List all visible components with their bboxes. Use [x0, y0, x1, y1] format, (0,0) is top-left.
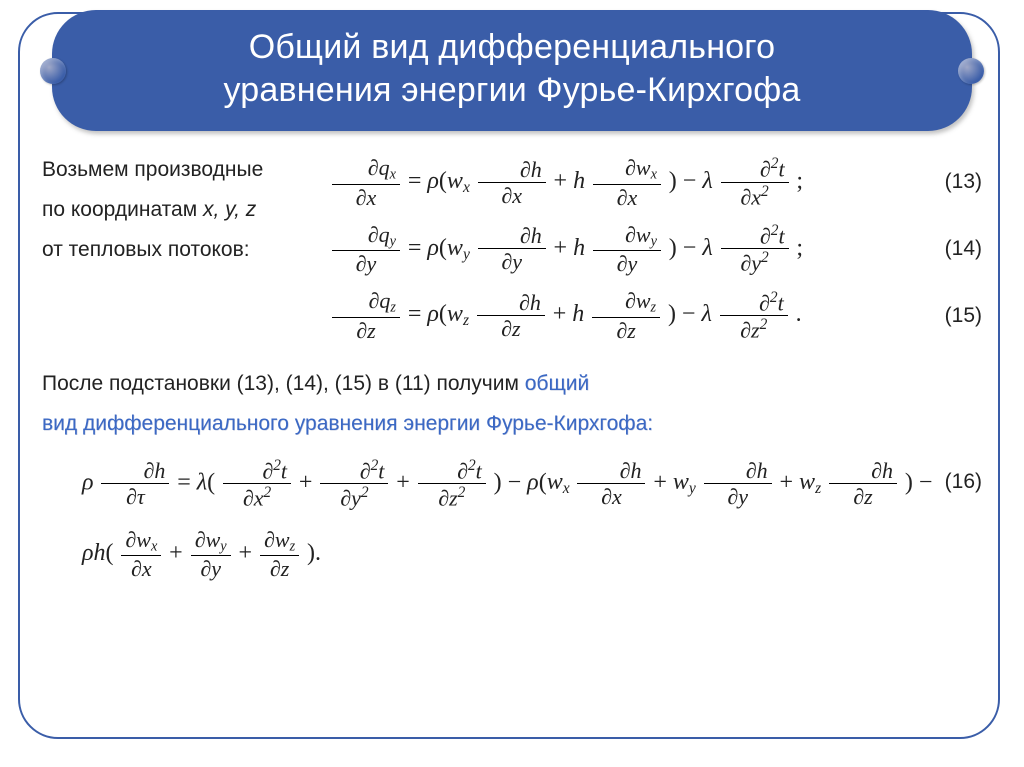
eq14-number: (14)	[922, 237, 982, 261]
lead-line-3: от тепловых потоков:	[42, 230, 312, 270]
eq15-number: (15)	[922, 304, 982, 328]
lead-line-2: по координатам x, y, z	[42, 190, 312, 230]
eq16-line1-math: ρ ∂h∂τ = λ( ∂2t∂x2 + ∂2t∂y2 + ∂2t∂z2 ) −…	[42, 458, 932, 510]
after-highlight-1: общий	[525, 372, 589, 395]
eq15-math: ∂qz∂z = ρ(wz ∂h∂z + h ∂wz∂z ) − λ ∂2t∂z2…	[322, 289, 922, 342]
equations-13-15: ∂qx∂x = ρ(wx ∂h∂x + h ∂wx∂x ) − λ ∂2t∂x2…	[322, 156, 982, 342]
equation-16: ρ ∂h∂τ = λ( ∂2t∂x2 + ∂2t∂y2 + ∂2t∂z2 ) −…	[42, 458, 982, 510]
eq14-math: ∂qy∂y = ρ(wy ∂h∂y + h ∂wy∂y ) − λ ∂2t∂y2…	[322, 223, 922, 276]
after-highlight-2: вид дифференциального уравнения энергии …	[42, 412, 653, 435]
slide-title: Общий вид дифференциального уравнения эн…	[82, 26, 942, 111]
lead-line-1: Возьмем производные	[42, 150, 312, 190]
eq16-number: (16)	[932, 458, 982, 494]
eq13-math: ∂qx∂x = ρ(wx ∂h∂x + h ∂wx∂x ) − λ ∂2t∂x2…	[322, 156, 922, 209]
eq13-number: (13)	[922, 170, 982, 194]
eq16-line2-math: ρh( ∂wx∂x + ∂wy∂y + ∂wz∂z ).	[42, 528, 982, 581]
title-pill: Общий вид дифференциального уравнения эн…	[52, 10, 972, 131]
after-plain: После подстановки (13), (14), (15) в (11…	[42, 372, 525, 395]
title-line-1: Общий вид дифференциального	[249, 28, 776, 66]
bullet-right-icon	[958, 58, 984, 84]
equation-14: ∂qy∂y = ρ(wy ∂h∂y + h ∂wy∂y ) − λ ∂2t∂y2…	[322, 223, 982, 276]
equation-13: ∂qx∂x = ρ(wx ∂h∂x + h ∂wx∂x ) − λ ∂2t∂x2…	[322, 156, 982, 209]
equation-15: ∂qz∂z = ρ(wz ∂h∂z + h ∂wz∂z ) − λ ∂2t∂z2…	[322, 289, 982, 342]
after-text: После подстановки (13), (14), (15) в (11…	[42, 356, 982, 444]
lead-text: Возьмем производные по координатам x, y,…	[42, 150, 312, 270]
slide-content: Возьмем производные по координатам x, y,…	[42, 150, 982, 747]
title-line-2: уравнения энергии Фурье-Кирхгофа	[223, 71, 800, 109]
bullet-left-icon	[40, 58, 66, 84]
